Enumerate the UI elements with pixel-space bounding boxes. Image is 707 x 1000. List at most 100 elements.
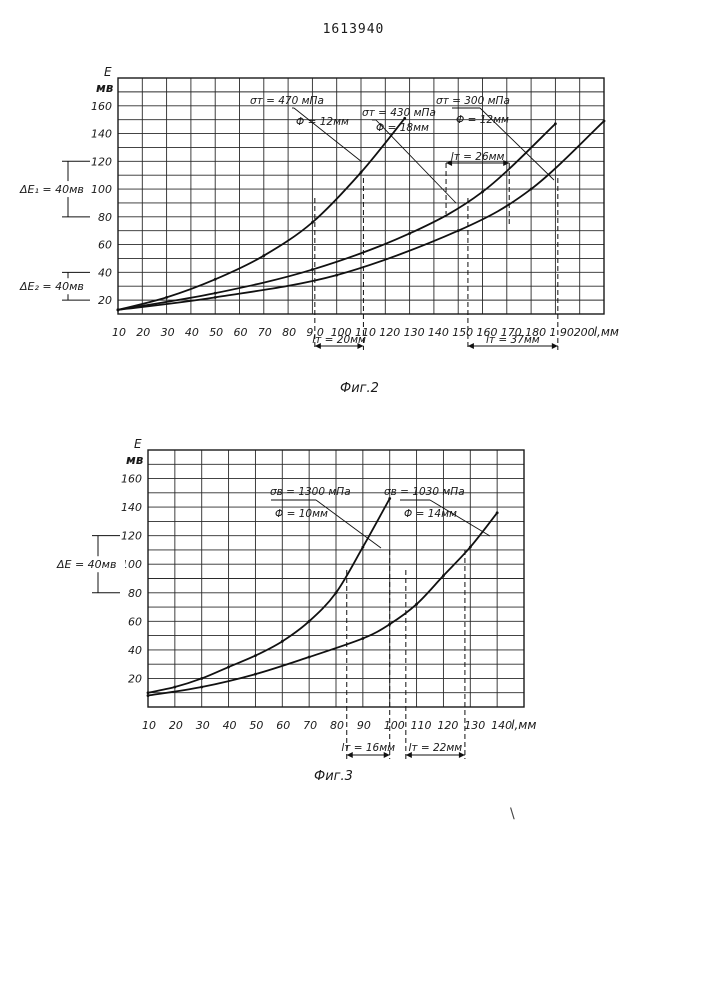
data-point <box>165 296 168 299</box>
x-tick-label: 130 <box>404 326 425 339</box>
x-tick-label: 30 <box>161 326 175 339</box>
y-tick-label: 140 <box>91 128 112 141</box>
x-tick-label: 10 <box>142 719 156 732</box>
series-label-primary: σв = 1030 мПа <box>384 486 465 498</box>
data-point <box>335 274 338 277</box>
y-axis-unit: мв <box>126 453 144 467</box>
x-tick-label: 150 <box>452 326 473 339</box>
data-point <box>173 686 176 689</box>
data-point <box>262 254 265 257</box>
series-label-primary: σт = 470 мПа <box>250 95 324 107</box>
x-tick-label: 140 <box>428 326 449 339</box>
data-point <box>311 221 314 224</box>
data-point <box>481 190 484 193</box>
y-tick-label: 60 <box>98 239 112 252</box>
lt-label: lт = 37мм <box>486 334 540 346</box>
series-label-primary: σт = 430 мПа <box>362 107 436 119</box>
x-tick-label: 120 <box>379 326 400 339</box>
x-axis-label: l,мм <box>594 325 619 339</box>
y-tick-label: 20 <box>98 294 112 307</box>
y-tick-label: 60 <box>128 615 142 628</box>
series-line-2 <box>148 513 497 696</box>
x-tick-label: 20 <box>136 326 150 339</box>
data-point <box>335 591 338 594</box>
y-tick-label: 80 <box>98 211 112 224</box>
x-tick-label: 200 <box>574 326 595 339</box>
data-point <box>308 656 311 659</box>
data-point <box>214 296 217 299</box>
data-point <box>214 278 217 281</box>
y-axis-symbol: E <box>134 437 142 451</box>
data-point <box>360 171 363 174</box>
data-point <box>603 120 606 123</box>
y-tick-label: 160 <box>121 473 142 486</box>
x-tick-label: 130 <box>464 719 485 732</box>
series-label-primary: σв = 1300 мПа <box>270 486 351 498</box>
data-point <box>147 694 150 697</box>
x-tick-label: 60 <box>234 326 248 339</box>
series-label-secondary: Φ = 14мм <box>404 508 457 520</box>
lt-arrow-left <box>468 343 474 349</box>
delta-e-label: ΔE₂ = 40мв <box>19 280 84 293</box>
x-tick-label: 60 <box>276 719 290 732</box>
x-tick-label: 70 <box>258 326 272 339</box>
y-axis-symbol: E <box>104 65 112 79</box>
x-tick-label: 90 <box>357 719 371 732</box>
y-tick-label: 120 <box>91 155 112 168</box>
x-tick-label: 40 <box>185 326 199 339</box>
data-point <box>442 574 445 577</box>
x-tick-label: 110 <box>411 719 432 732</box>
y-tick-label: 20 <box>128 672 142 685</box>
data-point <box>117 308 120 311</box>
data-point <box>415 603 418 606</box>
x-tick-label: 20 <box>169 719 183 732</box>
x-tick-label: 120 <box>437 719 458 732</box>
data-point <box>530 188 533 191</box>
delta-e-label: ΔE = 40мв <box>56 558 116 571</box>
figure-caption: Фиг.3 <box>314 769 353 784</box>
data-point <box>147 691 150 694</box>
y-axis-unit: мв <box>96 81 114 95</box>
data-point <box>361 637 364 640</box>
y-tick-label: 100 <box>91 183 112 196</box>
data-point <box>496 511 499 514</box>
x-tick-label: 50 <box>209 326 223 339</box>
x-tick-label: 100 <box>384 719 405 732</box>
x-tick-label: 10 <box>112 326 126 339</box>
series-label-secondary: Φ = 12мм <box>456 114 509 126</box>
y-tick-label: 40 <box>128 644 142 657</box>
data-point <box>469 546 472 549</box>
data-point <box>281 640 284 643</box>
x-tick-label: 80 <box>282 326 296 339</box>
data-point <box>214 292 217 295</box>
y-tick-label: 80 <box>128 587 142 600</box>
delta-e-label: ΔE₁ = 40мв <box>19 183 84 196</box>
data-point <box>254 673 257 676</box>
x-axis-label: l,мм <box>511 718 536 732</box>
data-point <box>254 654 257 657</box>
x-tick-label: 1 90 <box>549 326 574 339</box>
data-point <box>554 122 557 125</box>
lt-arrow-right <box>552 343 558 349</box>
x-tick-label: 140 <box>491 719 512 732</box>
data-point <box>457 229 460 232</box>
data-point <box>200 686 203 689</box>
x-tick-label: 50 <box>249 719 263 732</box>
y-tick-label: 120 <box>121 530 142 543</box>
data-point <box>408 232 411 235</box>
series-label-secondary: Φ = 12мм <box>296 116 349 128</box>
data-point <box>227 666 230 669</box>
lt-label: lт = 26мм <box>451 151 505 163</box>
y-tick-label: 40 <box>98 266 112 279</box>
lt-label: lт = 16мм <box>341 742 395 754</box>
x-tick-label: 70 <box>303 719 317 732</box>
x-tick-label: 40 <box>223 719 237 732</box>
stray-mark: \ <box>510 806 515 822</box>
series-label-primary: σт = 300 мПа <box>436 95 510 107</box>
data-point <box>200 677 203 680</box>
x-tick-label: 80 <box>330 719 344 732</box>
y-tick-label: 140 <box>121 501 142 514</box>
lt-label: lт = 22мм <box>409 742 463 754</box>
figure-2-chart: 10203040506070809 0100110120130140150160… <box>0 0 707 420</box>
label-leader-line <box>480 108 554 180</box>
